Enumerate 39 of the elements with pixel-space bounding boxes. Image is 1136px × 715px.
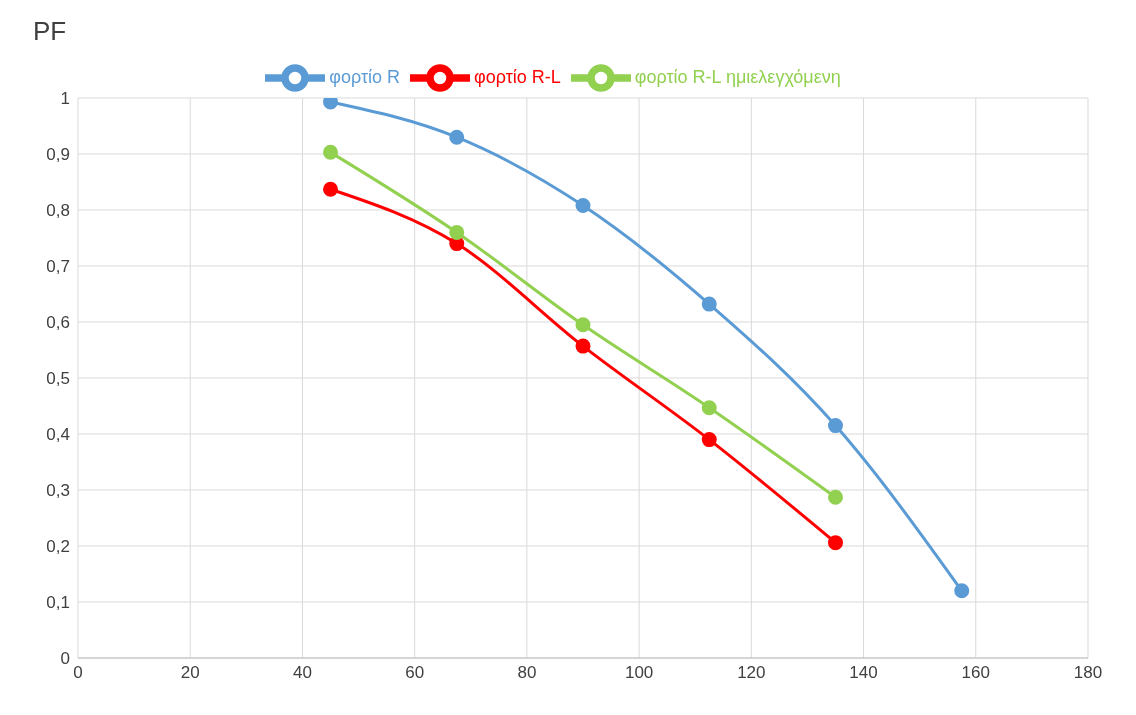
x-tick-label: 80 [517, 663, 537, 683]
y-tick-label: 0,3 [46, 481, 70, 501]
point [449, 224, 465, 240]
y-tick-label: 0,9 [46, 145, 70, 165]
legend-label: φορτίο R [329, 66, 401, 87]
point [575, 338, 591, 354]
point [323, 144, 338, 160]
point [449, 129, 465, 145]
x-tick-label: 140 [849, 663, 878, 683]
y-tick-label: 0,7 [46, 257, 70, 277]
point [828, 535, 843, 551]
y-tick-label: 0,2 [46, 537, 70, 557]
x-tick-label: 120 [737, 663, 766, 683]
point [701, 432, 717, 448]
x-tick-label: 0 [73, 663, 83, 683]
point [701, 296, 717, 312]
y-tick-label: 0,4 [46, 425, 70, 445]
point [828, 418, 843, 434]
y-tick-label: 1 [60, 89, 70, 109]
y-tick-label: 0,6 [46, 313, 70, 333]
point [323, 181, 338, 197]
y-tick-label: 0,1 [46, 593, 70, 613]
point [954, 583, 970, 599]
y-axis-title: PF [33, 16, 67, 47]
x-tick-label: 180 [1073, 663, 1103, 683]
y-tick-label: 0,8 [46, 201, 70, 221]
y-tick-label: 0,5 [46, 369, 70, 389]
legend-label: φορτίο R-L [474, 66, 561, 87]
point [575, 317, 591, 333]
x-tick-label: 40 [292, 663, 312, 683]
x-tick-label: 160 [961, 663, 990, 683]
x-tick-label: 20 [180, 663, 200, 683]
point [828, 489, 843, 505]
legend-label: φορτίο R-L ημιελεγχόμενη [634, 66, 841, 87]
point [701, 400, 717, 416]
point [575, 198, 591, 214]
x-tick-label: 100 [624, 663, 654, 683]
x-tick-label: 60 [405, 663, 425, 683]
y-tick-label: 0 [60, 649, 70, 669]
